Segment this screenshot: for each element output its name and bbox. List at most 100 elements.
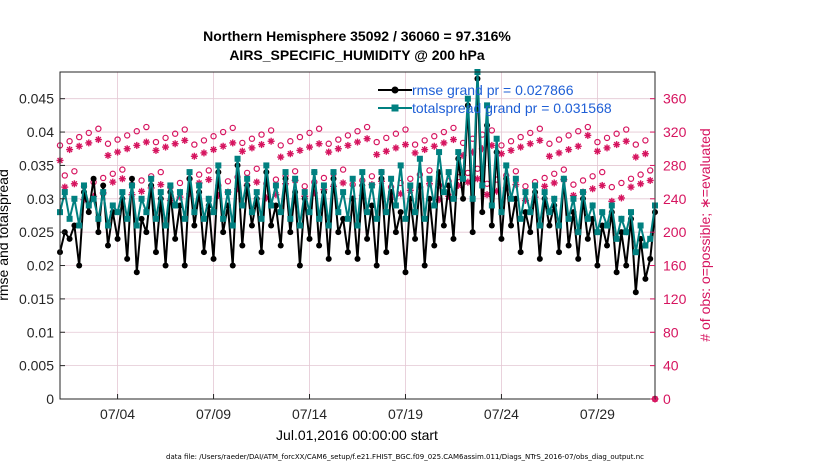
- possible-obs-marker: [287, 138, 294, 145]
- totalspread-point: [330, 169, 337, 176]
- totalspread-point: [436, 149, 443, 156]
- asterisk-stroke: [143, 139, 150, 146]
- totalspread-point: [90, 195, 97, 202]
- evaluated-obs-marker: [483, 191, 491, 199]
- evaluated-obs-marker: [613, 141, 621, 149]
- evaluated-obs-marker: [296, 146, 304, 154]
- evaluated-obs-marker: [85, 139, 93, 147]
- left-tick-label: 0.015: [19, 291, 54, 307]
- totalspread-point: [383, 209, 390, 216]
- totalspread-point: [224, 189, 231, 196]
- totalspread-point: [200, 215, 207, 222]
- totalspread-point: [368, 182, 375, 189]
- evaluated-obs-marker: [325, 148, 333, 156]
- asterisk-stroke: [157, 181, 164, 188]
- possible-obs-marker: [608, 183, 616, 191]
- possible-obs-marker: [522, 183, 529, 190]
- evaluated-obs-marker: [306, 143, 314, 151]
- evaluated-obs-marker: [401, 141, 409, 149]
- totalspread-point: [354, 222, 361, 229]
- possible-obs-marker: [603, 134, 611, 142]
- rmse-point: [152, 249, 159, 256]
- totalspread-point: [282, 169, 289, 176]
- totalspread-point: [301, 189, 308, 196]
- totalspread-point: [296, 222, 303, 229]
- totalspread-point: [551, 195, 558, 202]
- possible-obs-marker: [642, 137, 649, 144]
- rmse-point: [575, 255, 582, 262]
- totalspread-point: [575, 229, 582, 236]
- asterisk-stroke: [354, 139, 361, 146]
- totalspread-point: [517, 215, 524, 222]
- possible-obs-marker: [440, 128, 448, 136]
- right-tick-label: 280: [663, 157, 687, 173]
- possible-obs-marker: [162, 134, 169, 142]
- left-tick-label: 0.03: [27, 191, 54, 207]
- evaluated-obs-marker: [637, 180, 645, 188]
- totalspread-point: [364, 209, 371, 216]
- totalspread-point: [647, 235, 654, 242]
- totalspread-point: [450, 195, 457, 202]
- asterisk-stroke: [201, 149, 207, 156]
- asterisk-stroke: [109, 179, 116, 186]
- totalspread-point: [388, 175, 395, 182]
- asterisk-stroke: [536, 137, 543, 144]
- rmse-point: [383, 249, 390, 256]
- possible-obs-marker: [133, 128, 140, 135]
- totalspread-point: [85, 202, 92, 209]
- totalspread-point: [95, 215, 102, 222]
- totalspread-point: [104, 222, 111, 229]
- right-tick-label: 80: [663, 324, 679, 340]
- asterisk-stroke: [153, 147, 159, 154]
- legend-rmse-marker: [391, 86, 399, 94]
- totalspread-point: [402, 215, 409, 222]
- rmse-point: [412, 235, 419, 242]
- evaluated-obs-marker: [464, 178, 472, 186]
- chart-title-line-1: Northern Hemisphere 35092 / 36060 = 97.3…: [203, 28, 511, 44]
- totalspread-point: [469, 195, 476, 202]
- rmse-point: [392, 229, 399, 236]
- asterisk-stroke: [498, 150, 505, 157]
- evaluated-obs-marker: [598, 181, 606, 189]
- asterisk-stroke: [364, 135, 371, 142]
- possible-obs-marker: [541, 174, 548, 182]
- possible-obs-marker: [119, 166, 126, 173]
- possible-obs-marker: [272, 176, 280, 183]
- possible-obs-marker: [575, 128, 582, 135]
- possible-obs-marker: [512, 168, 520, 175]
- possible-obs-marker: [243, 169, 251, 177]
- possible-obs-marker: [613, 130, 620, 137]
- possible-obs-marker: [104, 140, 112, 147]
- totalspread-point: [162, 222, 169, 229]
- rmse-point: [402, 269, 409, 276]
- rmse-point: [133, 269, 140, 276]
- evaluated-obs-marker: [550, 179, 558, 187]
- rmse-point: [287, 229, 294, 236]
- rmse-point: [143, 229, 150, 236]
- asterisk-stroke: [450, 136, 457, 143]
- possible-obs-marker: [152, 138, 160, 146]
- rmse-point: [128, 175, 135, 182]
- possible-obs-marker: [498, 142, 505, 149]
- asterisk-stroke: [618, 195, 625, 201]
- possible-obs-marker: [392, 130, 400, 137]
- rmse-point: [258, 249, 265, 256]
- right-tick-label: 360: [663, 91, 687, 107]
- possible-obs-marker: [301, 183, 308, 190]
- rmse-point: [469, 229, 476, 236]
- x-tick-label: 07/14: [292, 406, 327, 422]
- evaluated-obs-marker: [603, 144, 611, 152]
- possible-obs-marker: [560, 166, 568, 173]
- evaluated-obs-marker: [574, 142, 582, 150]
- evaluated-obs-marker: [363, 135, 371, 143]
- totalspread-point: [421, 215, 428, 222]
- totalspread-point: [272, 182, 279, 189]
- rmse-point: [431, 242, 438, 249]
- totalspread-point: [560, 175, 567, 182]
- totalspread-point: [498, 209, 505, 216]
- evaluated-obs-marker: [181, 136, 189, 144]
- right-tick-label: 40: [663, 358, 679, 374]
- possible-obs-marker: [219, 128, 227, 136]
- series-layer: [56, 69, 659, 403]
- totalspread-point: [599, 209, 606, 216]
